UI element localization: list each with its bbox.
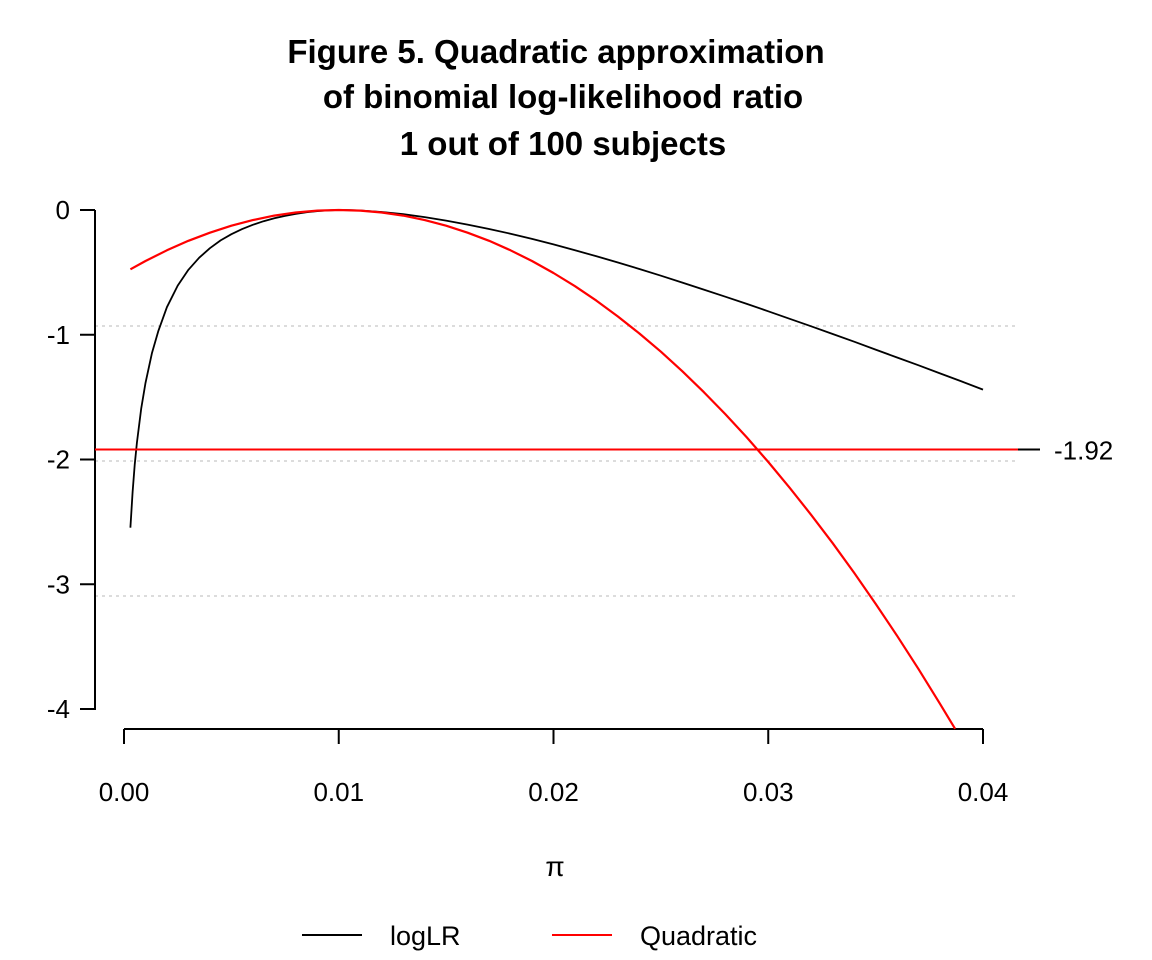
legend: logLR Quadratic xyxy=(302,921,757,951)
series-line-quadratic xyxy=(129,208,957,730)
x-tick-label: 0.01 xyxy=(313,777,364,807)
chart-title-line-1: Figure 5. Quadratic approximation xyxy=(287,33,824,70)
series-layer xyxy=(129,208,984,730)
chart-title-line-3: 1 out of 100 subjects xyxy=(400,125,726,162)
legend-label-quadratic: Quadratic xyxy=(640,921,757,951)
x-tick-label: 0.00 xyxy=(99,777,150,807)
chart-title-line-2: of binomial log-likelihood ratio xyxy=(323,78,803,115)
x-tick-label: 0.04 xyxy=(958,777,1009,807)
x-tick-label: 0.02 xyxy=(528,777,579,807)
legend-label-logLR: logLR xyxy=(390,921,461,951)
reference-line-label: -1.92 xyxy=(1054,436,1113,466)
x-axis-label: π xyxy=(545,851,564,882)
series-line-loglr xyxy=(129,209,984,528)
reference-lines: -1.92 xyxy=(95,436,1113,466)
x-tick-label: 0.03 xyxy=(743,777,794,807)
x-axis: 0.00 0.01 0.02 0.03 0.04 xyxy=(99,728,1009,807)
gridlines xyxy=(95,325,1018,597)
chart-title: Figure 5. Quadratic approximation of bin… xyxy=(287,33,824,162)
y-tick-label: -3 xyxy=(47,569,70,599)
y-tick-label: -4 xyxy=(47,694,70,724)
y-tick-label: 0 xyxy=(56,195,70,225)
y-axis: 0 -1 -2 -3 -4 xyxy=(47,195,96,724)
y-tick-label: -2 xyxy=(47,445,70,475)
y-tick-label: -1 xyxy=(47,320,70,350)
